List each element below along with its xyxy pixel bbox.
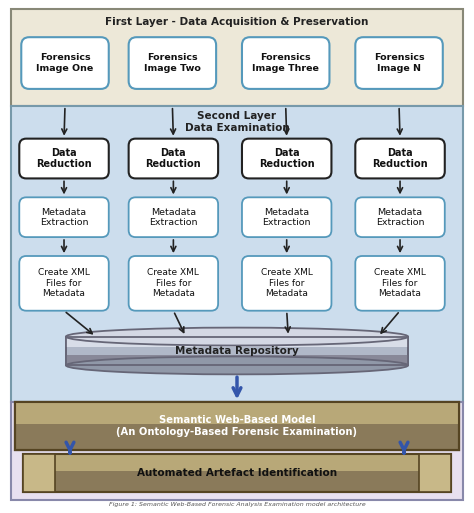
Bar [15,402,459,450]
Text: First Layer - Data Acquisition & Preservation: First Layer - Data Acquisition & Preserv… [105,17,369,27]
FancyBboxPatch shape [356,256,445,311]
Text: Data
Reduction: Data Reduction [259,148,315,169]
Bar [15,402,459,424]
Bar [23,454,55,492]
Text: Create XML
Files for
Metadata: Create XML Files for Metadata [147,268,199,298]
Bar [15,402,459,450]
Text: Metadata
Extraction: Metadata Extraction [40,208,88,227]
FancyBboxPatch shape [356,139,445,179]
Text: Forensics
Image Two: Forensics Image Two [144,53,201,73]
FancyBboxPatch shape [356,37,443,89]
FancyBboxPatch shape [19,198,109,237]
Text: Semantic Web-Based Model
(An Ontology-Based Forensic Examination): Semantic Web-Based Model (An Ontology-Ba… [117,416,357,437]
Text: Create XML
Files for
Metadata: Create XML Files for Metadata [261,268,313,298]
Bar [23,454,451,492]
FancyBboxPatch shape [128,256,218,311]
Bar [23,454,451,471]
Text: Forensics
Image N: Forensics Image N [374,53,424,73]
FancyBboxPatch shape [242,198,331,237]
Bar [66,356,408,365]
Bar [11,402,463,500]
Text: Metadata Repository: Metadata Repository [175,346,299,356]
FancyBboxPatch shape [242,37,329,89]
FancyBboxPatch shape [242,139,331,179]
FancyBboxPatch shape [19,139,109,179]
Text: Data
Reduction: Data Reduction [146,148,201,169]
FancyBboxPatch shape [19,256,109,311]
Text: Second Layer
Data Examination: Second Layer Data Examination [185,111,289,132]
FancyBboxPatch shape [128,139,218,179]
Text: Metadata
Extraction: Metadata Extraction [149,208,198,227]
FancyBboxPatch shape [21,37,109,89]
Bar [66,337,408,365]
Ellipse shape [66,357,408,374]
Bar [15,402,459,450]
Text: Create XML
Files for
Metadata: Create XML Files for Metadata [38,268,90,298]
Text: Forensics
Image One: Forensics Image One [36,53,94,73]
Text: Semantic Web-Based Model
(An Ontology-Based Forensic Examination): Semantic Web-Based Model (An Ontology-Ba… [117,416,357,437]
Text: Create XML
Files for
Metadata: Create XML Files for Metadata [374,268,426,298]
Bar [66,337,408,347]
Bar [11,9,463,106]
FancyBboxPatch shape [128,198,218,237]
Text: Data
Reduction: Data Reduction [372,148,428,169]
Text: Metadata
Extraction: Metadata Extraction [376,208,424,227]
Bar [419,454,451,492]
FancyBboxPatch shape [242,256,331,311]
Text: Data
Reduction: Data Reduction [36,148,92,169]
Ellipse shape [66,328,408,346]
FancyBboxPatch shape [128,37,216,89]
Text: Metadata
Extraction: Metadata Extraction [263,208,311,227]
FancyBboxPatch shape [356,198,445,237]
Bar [15,402,459,450]
Bar [15,402,459,424]
Bar [11,106,463,402]
Text: Forensics
Image Three: Forensics Image Three [252,53,319,73]
Bar [66,337,408,365]
Text: Third Layer – Analysis Data: Third Layer – Analysis Data [157,410,317,420]
Text: Automated Artefact Identification: Automated Artefact Identification [137,468,337,478]
Bar [23,454,451,492]
Text: Figure 1: Semantic Web-Based Forensic Analysis Examination model architecture: Figure 1: Semantic Web-Based Forensic An… [109,502,365,507]
